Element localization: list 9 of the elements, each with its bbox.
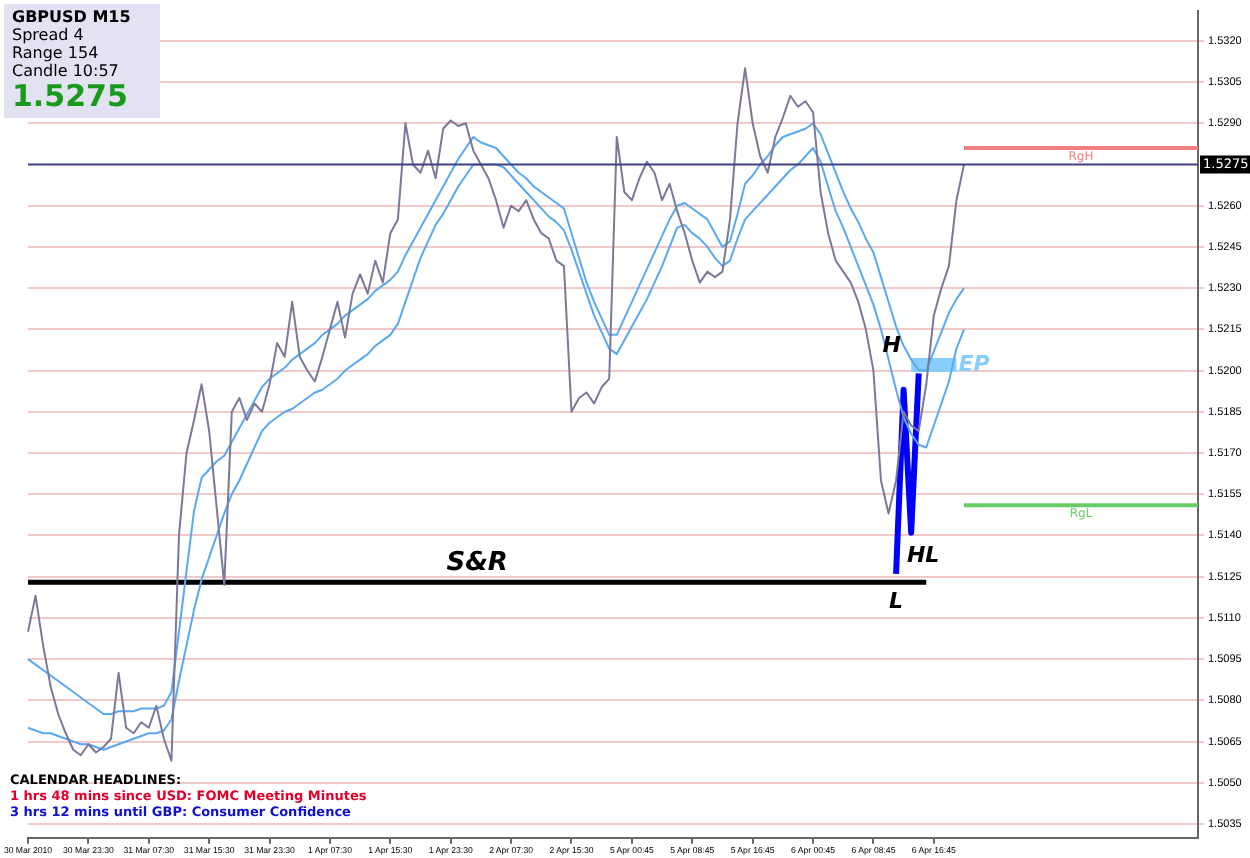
annotation: HL (906, 542, 940, 569)
annotation: Candle 10:57 (12, 62, 121, 80)
annotation: L (889, 587, 904, 614)
series-label: S&R (446, 547, 508, 578)
annotation: 1.5275 (12, 78, 130, 114)
annotation: Spread 4 (12, 26, 86, 44)
series-label: EP (958, 350, 990, 377)
chart-title: GBPUSD M15 (12, 8, 133, 26)
annotation: Range 154 (12, 44, 101, 62)
